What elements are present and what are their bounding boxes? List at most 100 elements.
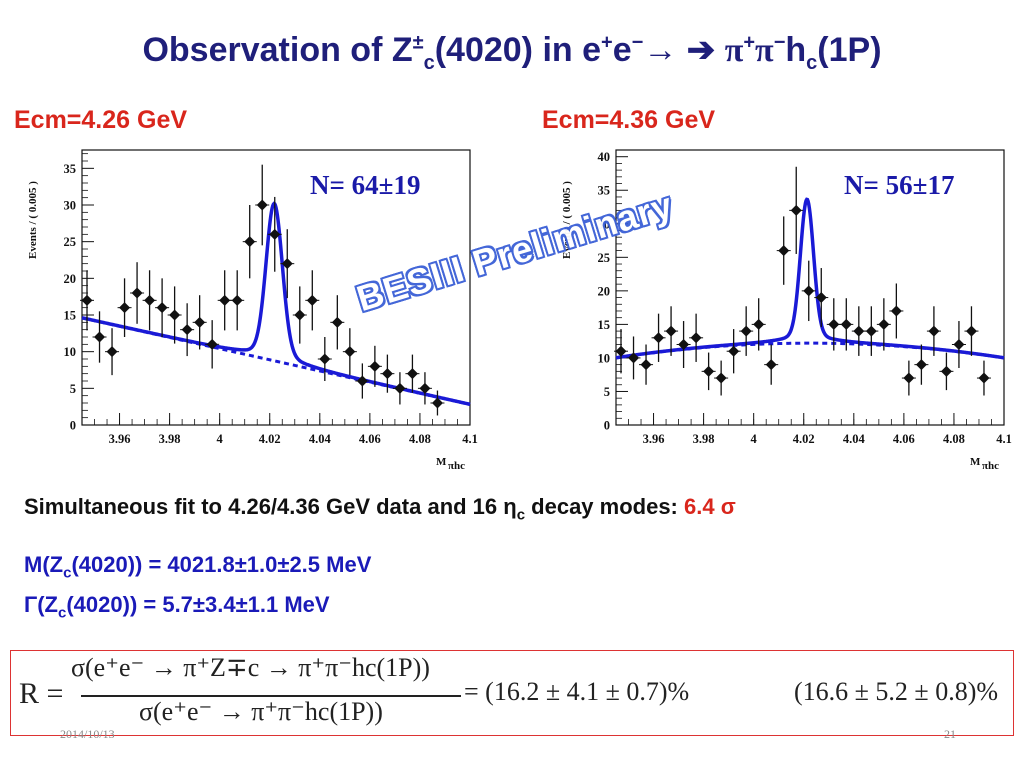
data-point xyxy=(615,345,627,357)
y-tick-label: 5 xyxy=(70,382,76,396)
data-point xyxy=(106,346,118,358)
y-tick-label: 35 xyxy=(64,162,77,176)
page-number: 21 xyxy=(944,727,956,741)
x-tick-label: 4 xyxy=(217,432,224,446)
y-tick-label: 15 xyxy=(64,309,77,323)
data-point xyxy=(753,318,765,330)
x-tick-label: 4.06 xyxy=(359,432,381,446)
data-point xyxy=(815,292,827,304)
data-point xyxy=(306,294,318,306)
data-point xyxy=(940,365,952,377)
data-point xyxy=(665,325,677,337)
y-tick-label: 10 xyxy=(598,351,611,365)
data-point xyxy=(369,360,381,372)
data-point xyxy=(194,316,206,328)
y-tick-label: 30 xyxy=(598,217,611,231)
signal-yield-label: N= 64±19 xyxy=(310,170,420,200)
fit-plot-4260: 0 5 10 15 20 25 30 35 3.96 3.98 4 4.02 4.04 4.06 4.08 4… xyxy=(27,149,478,470)
formula-result-4260: = (16.2 ± 4.1 ± 0.7)% xyxy=(464,677,690,706)
x-tick-label: 4.04 xyxy=(309,432,332,446)
data-point xyxy=(828,318,840,330)
data-point xyxy=(640,359,652,371)
x-axis-label: M xyxy=(970,456,981,468)
data-point xyxy=(181,324,193,336)
data-point xyxy=(840,318,852,330)
data-point xyxy=(678,339,690,351)
y-tick-label: 30 xyxy=(64,199,77,213)
x-tick-label: 3.98 xyxy=(693,432,715,446)
data-point xyxy=(890,305,902,317)
data-point xyxy=(219,294,231,306)
data-point xyxy=(294,309,306,321)
ratio-formula-box: R = σ(e⁺e⁻ → π⁺Z∓c → π⁺π⁻hc(1P)) σ(e⁺e⁻ … xyxy=(10,650,1014,736)
data-point xyxy=(169,309,181,321)
data-point xyxy=(715,372,727,384)
data-point xyxy=(406,368,418,380)
x-tick-label: 4.02 xyxy=(793,432,815,446)
fit-summary: Simultaneous fit to 4.26/4.36 GeV data a… xyxy=(24,494,736,524)
data-point xyxy=(269,228,281,240)
data-point xyxy=(740,325,752,337)
total-fit-curve xyxy=(615,197,1005,360)
x-tick-label: 4.02 xyxy=(259,432,281,446)
data-point xyxy=(394,382,406,394)
x-tick-label: 4.1 xyxy=(462,432,478,446)
data-point xyxy=(131,287,143,299)
data-point xyxy=(978,372,990,384)
fit-plot-4360: 0 5 10 15 20 25 30 35 40 3.96 3.98 4 4.02 4.04 4.06 4.0… xyxy=(561,149,1012,470)
data-point xyxy=(356,375,368,387)
y-tick-label: 35 xyxy=(598,184,611,198)
y-axis-label: Events / ( 0.005 ) xyxy=(27,181,39,259)
data-point xyxy=(256,199,268,211)
data-point xyxy=(231,294,243,306)
plot-frame xyxy=(81,149,471,426)
y-tick-label: 0 xyxy=(70,419,76,433)
data-point xyxy=(653,332,665,344)
y-tick-label: 5 xyxy=(604,385,610,399)
data-point xyxy=(628,352,640,364)
x-axis-label-sub: πhc xyxy=(448,460,465,470)
x-tick-label: 4.06 xyxy=(893,432,915,446)
mass-result: M(Zc(4020)) = 4021.8±1.0±2.5 MeV xyxy=(24,552,372,582)
ecm-label-left: Ecm=4.26 GeV xyxy=(14,106,188,134)
ecm-label-right: Ecm=4.36 GeV xyxy=(542,106,716,134)
plot-frame xyxy=(615,149,1005,426)
data-point xyxy=(94,331,106,343)
slide-title: Observation of Z±c(4020) in e+e−→ ➔ π+π−… xyxy=(142,31,882,74)
data-point xyxy=(953,339,965,351)
formula-r: R = xyxy=(19,677,64,710)
data-point xyxy=(878,318,890,330)
data-point xyxy=(790,204,802,216)
x-tick-label: 4.08 xyxy=(409,432,431,446)
data-point xyxy=(331,316,343,328)
x-tick-label: 4.1 xyxy=(996,432,1012,446)
significance: 6.4 σ xyxy=(684,494,736,519)
data-point xyxy=(853,325,865,337)
data-point xyxy=(915,359,927,371)
y-tick-label: 25 xyxy=(598,251,611,265)
x-axis-label-sub: πhc xyxy=(982,460,999,470)
data-point xyxy=(778,245,790,257)
y-tick-label: 25 xyxy=(64,235,77,249)
y-axis-label: Events / ( 0.005 ) xyxy=(561,181,573,259)
data-point xyxy=(965,325,977,337)
formula-result-4360: (16.6 ± 5.2 ± 0.8)% xyxy=(794,677,999,706)
formula-numerator: σ(e⁺e⁻ → π⁺Z∓c → π⁺π⁻hc(1P)) xyxy=(71,653,430,682)
x-axis-label: M xyxy=(436,456,447,468)
data-point xyxy=(865,325,877,337)
y-tick-label: 20 xyxy=(64,272,77,286)
formula-denominator: σ(e⁺e⁻ → π⁺π⁻hc(1P)) xyxy=(139,697,383,726)
x-tick-label: 3.98 xyxy=(159,432,181,446)
data-point xyxy=(381,368,393,380)
footer-date: 2014/10/13 xyxy=(60,727,115,741)
data-point xyxy=(728,345,740,357)
data-point xyxy=(703,365,715,377)
y-tick-label: 40 xyxy=(598,150,611,164)
data-point xyxy=(144,294,156,306)
data-point xyxy=(319,353,331,365)
data-point xyxy=(431,397,443,409)
data-point xyxy=(803,285,815,297)
data-point xyxy=(419,382,431,394)
x-tick-label: 4 xyxy=(751,432,758,446)
x-tick-label: 3.96 xyxy=(643,432,665,446)
